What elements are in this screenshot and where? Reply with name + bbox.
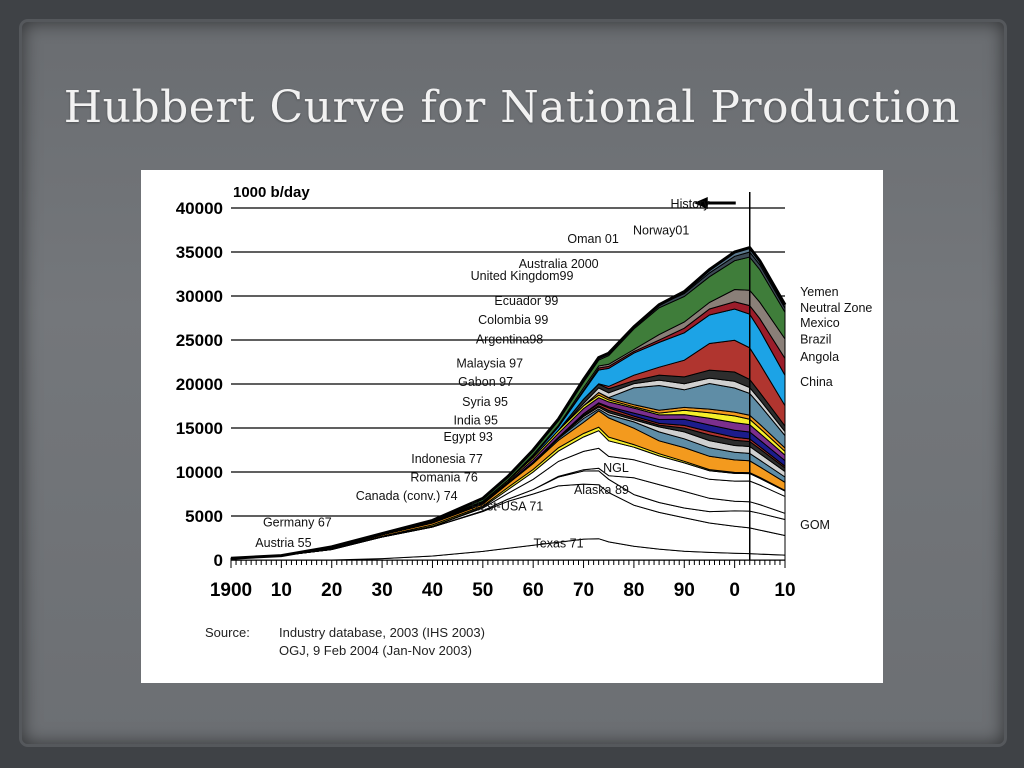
series-label: Texas 71 xyxy=(534,537,584,551)
series-label: China xyxy=(800,375,833,389)
series-label: Australia 2000 xyxy=(519,257,599,271)
series-label: Indonesia 77 xyxy=(411,452,483,466)
series-label: Syria 95 xyxy=(462,395,508,409)
series-label: United Kingdom99 xyxy=(471,269,574,283)
series-label: Austria 55 xyxy=(255,536,311,550)
y-tick-label: 20000 xyxy=(176,375,223,394)
series-label: Mexico xyxy=(800,316,840,330)
y-tick-label: 35000 xyxy=(176,243,223,262)
series-label: Colombia 99 xyxy=(478,313,548,327)
series-label: NGL xyxy=(603,461,629,475)
series-label: Malaysia 97 xyxy=(456,356,523,370)
y-tick-label: 10000 xyxy=(176,463,223,482)
x-tick-label: 70 xyxy=(573,580,594,601)
series-label: Ecuador 99 xyxy=(494,294,558,308)
series-label: Yemen xyxy=(800,285,839,299)
series-label: Romania 76 xyxy=(410,471,477,485)
series-label: Gabon 97 xyxy=(458,375,513,389)
series-label: Argentina98 xyxy=(476,333,543,347)
series-label: Canada (conv.) 74 xyxy=(356,489,458,503)
source-label: Source: xyxy=(205,625,250,640)
chart-image: 0 5000 10000 15000 20000 25000 30000 35000 40000… xyxy=(141,170,883,683)
x-tick-label: 20 xyxy=(321,580,342,601)
source-lines: Industry database, 2003 (IHS 2003) OGJ, … xyxy=(279,624,485,660)
y-tick-label: 25000 xyxy=(176,331,223,350)
series-label: Egypt 93 xyxy=(444,430,493,444)
total-production-line xyxy=(230,245,787,560)
series-label: History xyxy=(671,197,711,211)
y-tick-label: 0 xyxy=(214,551,223,570)
slide-title: Hubbert Curve for National Production xyxy=(63,82,961,133)
series-label: Norway01 xyxy=(633,223,689,237)
y-tick-label: 40000 xyxy=(176,199,223,218)
series-label: Brazil xyxy=(800,333,831,347)
x-tick-label: 40 xyxy=(422,580,443,601)
y-tick-label: 15000 xyxy=(176,419,223,438)
x-tick-label: 60 xyxy=(523,580,544,601)
history-arrow-head xyxy=(693,197,708,209)
x-tick-label: 50 xyxy=(472,580,493,601)
x-tick-label: 10 xyxy=(774,580,795,601)
series-label: Rest-USA 71 xyxy=(471,500,543,514)
y-axis-unit: 1000 b/day xyxy=(233,184,310,201)
x-tick-label: 10 xyxy=(271,580,292,601)
x-tick-label: 90 xyxy=(674,580,695,601)
series-label: GOM xyxy=(800,518,830,532)
x-tick-label: 80 xyxy=(623,580,644,601)
x-tick-label: 1900 xyxy=(210,580,252,601)
y-tick-label: 5000 xyxy=(185,507,223,526)
series-label: Germany 67 xyxy=(263,516,332,530)
series-label: Oman 01 xyxy=(567,232,618,246)
y-tick-label: 30000 xyxy=(176,287,223,306)
source-line-1: Industry database, 2003 (IHS 2003) xyxy=(279,625,485,640)
series-label: Neutral Zone xyxy=(800,301,872,315)
x-tick-label: 30 xyxy=(372,580,393,601)
hubbert-chart: 0 5000 10000 15000 20000 25000 30000 35000 40000… xyxy=(176,184,873,601)
series-label: Angola xyxy=(800,350,839,364)
x-tick-label: 0 xyxy=(729,580,740,601)
source-line-2: OGJ, 9 Feb 2004 (Jan-Nov 2003) xyxy=(279,643,472,658)
series-label: Alaska 89 xyxy=(574,483,629,497)
series-label: India 95 xyxy=(453,413,498,427)
